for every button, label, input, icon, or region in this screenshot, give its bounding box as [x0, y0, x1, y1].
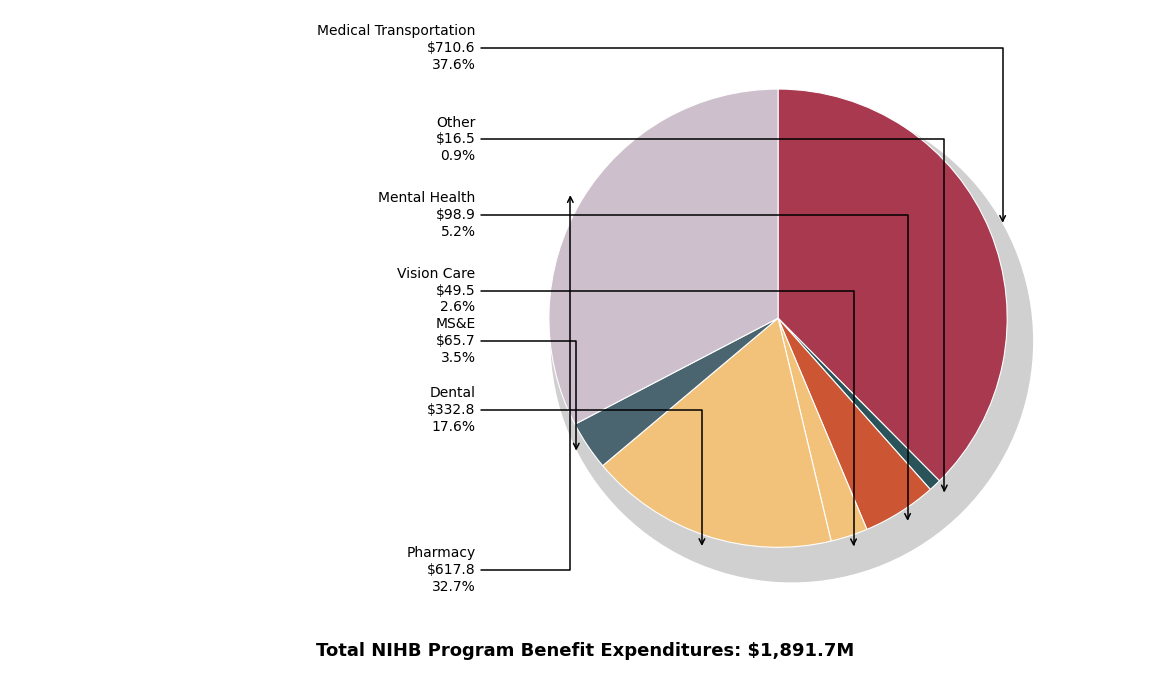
Text: Other
$16.5
0.9%: Other $16.5 0.9% — [436, 116, 948, 491]
Wedge shape — [549, 89, 778, 424]
Text: Medical Transportation
$710.6
37.6%: Medical Transportation $710.6 37.6% — [317, 24, 1005, 221]
Wedge shape — [778, 318, 867, 541]
Text: Mental Health
$98.9
5.2%: Mental Health $98.9 5.2% — [378, 192, 910, 519]
Wedge shape — [778, 318, 940, 489]
Text: Pharmacy
$617.8
32.7%: Pharmacy $617.8 32.7% — [406, 197, 573, 594]
Text: MS&E
$65.7
3.5%: MS&E $65.7 3.5% — [435, 318, 579, 449]
Wedge shape — [574, 318, 778, 466]
Text: Total NIHB Program Benefit Expenditures: $1,891.7M: Total NIHB Program Benefit Expenditures:… — [316, 642, 854, 660]
Wedge shape — [778, 318, 930, 529]
Wedge shape — [778, 89, 1007, 481]
Wedge shape — [603, 318, 831, 547]
Text: Dental
$332.8
17.6%: Dental $332.8 17.6% — [427, 386, 704, 544]
Text: Vision Care
$49.5
2.6%: Vision Care $49.5 2.6% — [398, 267, 856, 544]
Ellipse shape — [551, 100, 1032, 582]
